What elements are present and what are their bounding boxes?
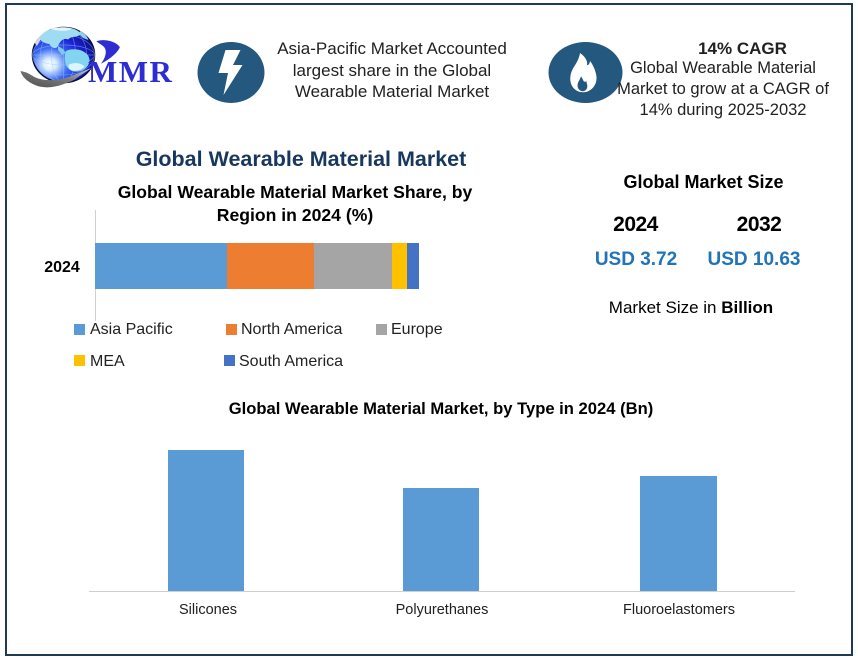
svg-text:MMR: MMR — [88, 54, 173, 89]
